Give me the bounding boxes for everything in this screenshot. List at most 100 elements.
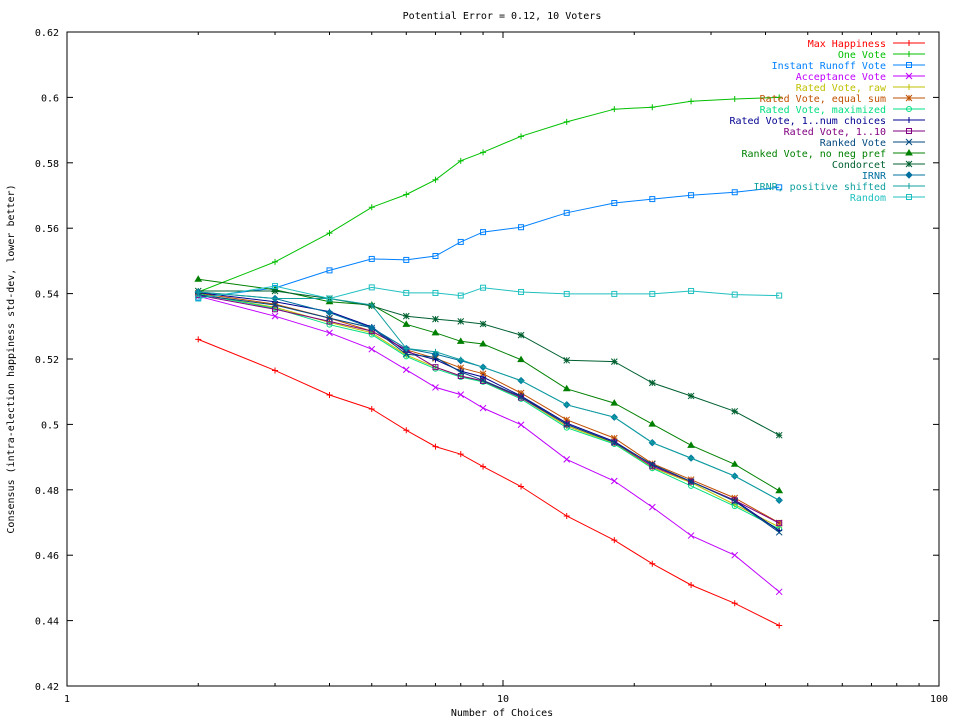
data-point-marker	[731, 503, 738, 510]
data-point-marker	[518, 483, 525, 490]
data-point-marker	[687, 478, 695, 485]
data-point-marker	[775, 528, 783, 536]
data-point-marker	[906, 40, 912, 46]
legend-item: Random	[850, 193, 925, 204]
data-point-marker	[610, 477, 618, 485]
data-point-marker	[457, 238, 464, 245]
legend-label: IRNR, positive shifted	[754, 182, 886, 193]
data-point-marker	[457, 292, 464, 299]
data-point-marker	[563, 356, 571, 364]
data-point-marker	[649, 290, 656, 297]
data-point-marker	[648, 460, 656, 468]
data-point-marker	[611, 290, 618, 297]
data-point-marker	[403, 345, 410, 352]
data-point-marker	[432, 176, 439, 183]
legend-item: IRNR, positive shifted	[754, 182, 925, 193]
data-point-marker	[272, 295, 279, 302]
data-point-marker	[648, 503, 656, 511]
y-tick-label: 0.44	[35, 617, 59, 628]
data-point-marker	[479, 320, 487, 328]
data-point-marker	[457, 318, 465, 325]
data-point-marker	[368, 255, 375, 262]
data-point-marker	[326, 295, 333, 302]
series-instant-runoff-vote	[195, 184, 783, 301]
data-point-marker	[563, 421, 571, 428]
data-point-marker	[326, 230, 333, 237]
data-point-marker	[649, 196, 656, 203]
data-point-marker	[480, 364, 487, 371]
y-tick-label: 0.58	[35, 159, 59, 170]
legend-label: Condorcet	[832, 160, 886, 171]
data-point-marker	[649, 104, 656, 111]
data-point-marker	[402, 320, 411, 327]
data-point-marker	[402, 350, 410, 358]
data-point-marker	[272, 306, 279, 313]
data-point-marker	[776, 94, 783, 101]
data-point-marker	[518, 288, 525, 295]
data-point-marker	[776, 292, 783, 299]
legend-item: Rated Vote, 1..num choices	[729, 116, 925, 127]
data-point-marker	[457, 157, 464, 164]
legend-item: Ranked Vote, no neg pref	[742, 149, 925, 160]
x-tick-label: 1	[64, 694, 70, 705]
data-point-marker	[326, 329, 333, 337]
data-point-marker	[479, 370, 487, 378]
data-point-marker	[563, 416, 571, 424]
data-point-marker	[906, 194, 912, 200]
data-point-marker	[479, 404, 487, 412]
data-point-marker	[563, 118, 570, 125]
data-point-marker	[905, 160, 913, 168]
data-point-marker	[479, 339, 487, 347]
data-point-marker	[731, 551, 739, 559]
data-point-marker	[402, 366, 410, 374]
data-point-marker	[457, 364, 465, 372]
data-point-marker	[906, 128, 912, 134]
legend-item: Rated Vote, equal sum	[760, 94, 925, 105]
series-ranked-vote	[194, 291, 783, 536]
legend-label: Rated Vote, 1..10	[784, 127, 886, 138]
data-point-marker	[688, 478, 695, 485]
series-rated-vote-1-10	[195, 292, 783, 527]
data-point-marker	[731, 473, 738, 480]
data-point-marker	[368, 302, 375, 309]
data-point-marker	[563, 421, 570, 428]
data-point-marker	[457, 451, 464, 458]
y-tick-label: 0.5	[41, 420, 59, 431]
data-point-marker	[731, 497, 739, 505]
data-point-marker	[517, 393, 525, 400]
data-point-marker	[272, 283, 279, 290]
series-rated-vote-1-num-choices	[195, 289, 783, 534]
data-point-marker	[517, 331, 525, 339]
data-point-marker	[730, 460, 739, 467]
data-point-marker	[456, 337, 465, 344]
series-irnr-positive-shifted	[195, 288, 783, 504]
data-point-marker	[610, 434, 618, 442]
x-tick-label: 10	[497, 694, 509, 705]
legend-item: One Vote	[838, 50, 925, 61]
data-point-marker	[688, 455, 695, 462]
data-point-marker	[731, 600, 738, 607]
data-point-marker	[611, 414, 618, 421]
data-point-marker	[368, 324, 376, 332]
data-point-marker	[326, 267, 333, 274]
data-point-marker	[271, 287, 279, 295]
legend-label: One Vote	[838, 50, 886, 61]
data-point-marker	[687, 441, 695, 448]
data-point-marker	[649, 439, 656, 446]
data-point-marker	[368, 331, 375, 338]
y-tick-label: 0.54	[35, 290, 59, 301]
y-axis-label: Consensus (intra-election happiness std-…	[6, 184, 17, 533]
data-point-marker	[480, 373, 487, 380]
data-point-marker	[432, 252, 439, 259]
legend-item: Ranked Vote	[820, 138, 925, 149]
x-axis-label: Number of Choices	[451, 708, 553, 719]
data-point-marker	[611, 537, 618, 544]
data-point-marker	[432, 384, 439, 391]
y-tick-label: 0.48	[35, 486, 59, 497]
data-point-marker	[649, 560, 656, 567]
data-point-marker	[563, 209, 570, 216]
data-point-marker	[517, 421, 525, 429]
legend-item: Rated Vote, 1..10	[784, 127, 925, 138]
data-point-marker	[688, 287, 695, 294]
series-one-vote	[195, 94, 783, 295]
